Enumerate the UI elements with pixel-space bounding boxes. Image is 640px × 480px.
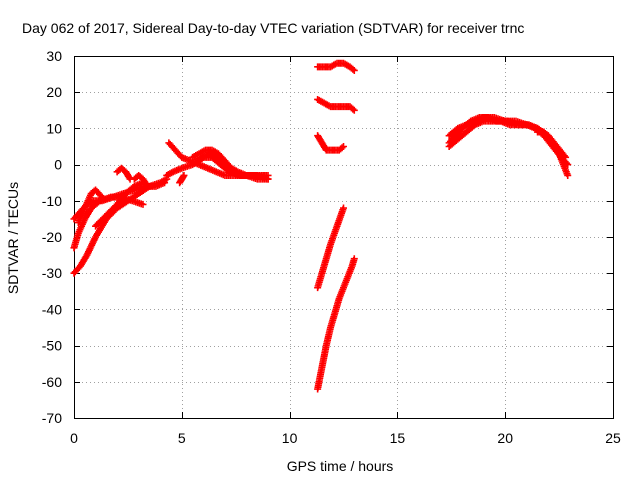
x-tick-label: 10 — [282, 430, 298, 446]
data-point — [142, 181, 150, 189]
series-track-N — [314, 95, 358, 114]
data-point — [98, 193, 106, 201]
x-tick-label: 25 — [605, 430, 621, 446]
data-point — [225, 168, 233, 176]
x-tick-label: 5 — [178, 430, 186, 446]
data-marks — [70, 59, 572, 393]
series-track-U — [534, 128, 567, 165]
series-track-Q — [314, 255, 358, 393]
y-tick-label: 30 — [46, 48, 62, 64]
y-tick-label: -70 — [42, 410, 62, 426]
data-point — [350, 106, 358, 114]
data-point — [224, 166, 232, 174]
data-point — [338, 144, 346, 152]
y-axis-label: SDTVAR / TECUs — [5, 182, 21, 294]
y-tick-label: -30 — [42, 265, 62, 281]
y-tick-label: 20 — [46, 84, 62, 100]
y-tick-label: -10 — [42, 193, 62, 209]
data-point — [349, 65, 357, 73]
y-tick-label: -50 — [42, 338, 62, 354]
data-point — [125, 174, 133, 182]
data-point — [564, 171, 572, 179]
x-tick-label: 0 — [70, 430, 78, 446]
tick-labels: 0 5 10 15 20 25 -70 -60 -50 -40 -30 -20 -10 0 10 20 30 — [42, 48, 621, 446]
data-point — [143, 182, 151, 190]
data-point — [350, 255, 358, 263]
data-point — [340, 143, 347, 150]
y-tick-label: -20 — [42, 229, 62, 245]
data-point — [340, 204, 347, 212]
data-point — [264, 175, 272, 183]
x-tick-label: 20 — [497, 430, 513, 446]
ticks — [74, 56, 614, 419]
data-point — [349, 105, 357, 113]
series-track-G — [130, 171, 151, 190]
series-track-E — [92, 179, 147, 230]
data-point — [161, 179, 169, 187]
data-point — [139, 200, 147, 208]
data-point — [180, 171, 188, 179]
series-track-P — [314, 204, 347, 292]
x-axis-label: GPS time / hours — [287, 458, 394, 474]
data-point — [97, 192, 105, 200]
y-tick-label: 0 — [54, 157, 62, 173]
series-track-M — [314, 59, 358, 74]
series-track-O — [314, 132, 347, 154]
y-tick-label: -60 — [42, 374, 62, 390]
chart-title: Day 062 of 2017, Sidereal Day-to-day VTE… — [22, 20, 524, 36]
grid — [74, 56, 613, 418]
series-track-J — [189, 146, 272, 183]
series-track-L — [176, 171, 188, 187]
data-point — [559, 157, 567, 165]
y-tick-label: -40 — [42, 301, 62, 317]
x-tick-label: 15 — [390, 430, 406, 446]
series-track-K — [195, 150, 233, 176]
y-tick-label: 10 — [46, 120, 62, 136]
series-track-F — [113, 164, 134, 183]
data-point — [350, 66, 358, 74]
series-track-D — [74, 186, 106, 227]
